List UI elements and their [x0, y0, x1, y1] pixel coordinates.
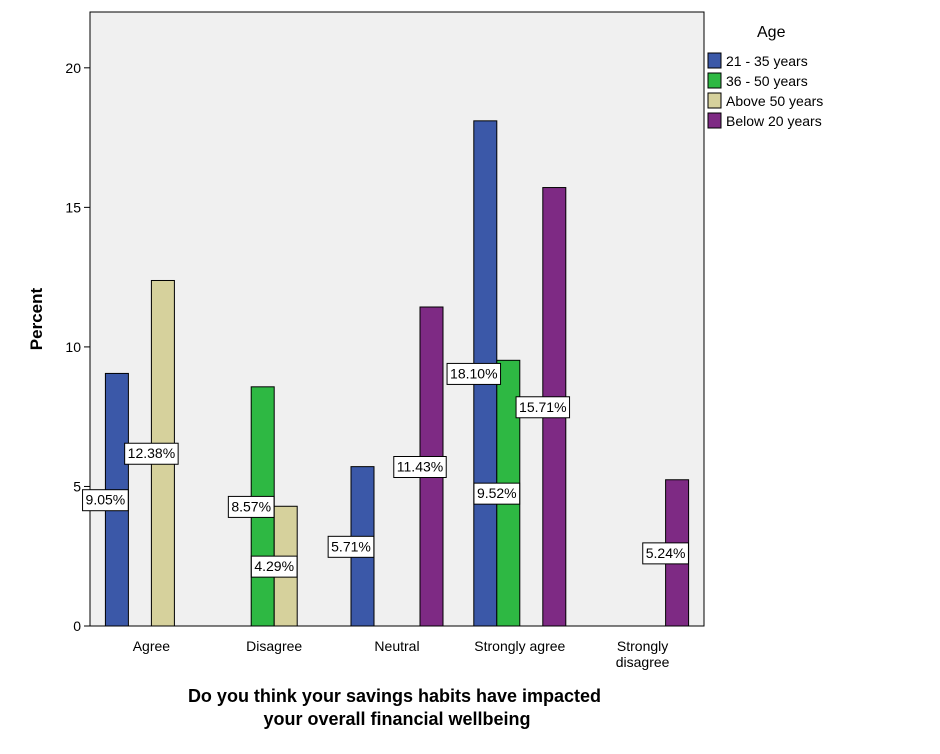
x-tick-label-line: Strongly agree: [474, 638, 565, 654]
data-label-text: 5.24%: [646, 545, 686, 561]
legend-item-label: 36 - 50 years: [726, 73, 808, 89]
data-label-box: [250, 555, 298, 578]
plot-area: [89, 11, 705, 627]
data-label-text: 9.52%: [477, 485, 517, 501]
x-tick-label: Strongly disagree: [616, 638, 670, 670]
data-label-box: [642, 542, 689, 565]
legend-title: Age: [757, 24, 786, 41]
data-label-box: [82, 489, 129, 512]
legend-swatch: [707, 112, 722, 129]
x-axis-title: Do you think your savings habits have im…: [188, 686, 606, 729]
y-tick-label: 15: [65, 199, 81, 215]
data-label: 12.38%: [124, 442, 179, 465]
data-label-text: 12.38%: [128, 445, 175, 461]
legend-item-label: Above 50 years: [726, 93, 823, 109]
y-tick-label: 5: [73, 478, 81, 494]
legend-swatch: [707, 72, 722, 89]
x-tick-label: Neutral: [374, 638, 419, 654]
y-tick-label: 20: [65, 60, 81, 76]
data-label: 15.71%: [515, 396, 571, 419]
legend-item-label: 21 - 35 years: [726, 53, 808, 69]
data-label-box: [515, 396, 571, 419]
data-label-box: [446, 362, 502, 385]
x-tick-label-line: disagree: [616, 654, 670, 670]
legend-item-label: Below 20 years: [726, 113, 822, 129]
legend-swatch: [707, 92, 722, 109]
data-label: 18.10%: [446, 362, 502, 385]
legend-swatch: [707, 52, 722, 69]
x-tick-label-line: Agree: [133, 638, 171, 654]
data-label-text: 15.71%: [519, 399, 566, 415]
data-label-text: 4.29%: [254, 558, 294, 574]
data-label-box: [124, 442, 179, 465]
x-tick-label-line: Disagree: [246, 638, 302, 654]
y-tick-label: 0: [73, 618, 81, 634]
data-label-text: 18.10%: [450, 365, 497, 381]
data-label-box: [327, 535, 375, 558]
data-label-text: 9.05%: [86, 492, 126, 508]
data-label: 9.52%: [473, 482, 521, 505]
data-label-text: 8.57%: [231, 498, 271, 514]
x-axis-tick-labels: Agree Disagree Neutral Strongly agree Strong…: [133, 638, 670, 670]
x-tick-label-line: Neutral: [374, 638, 419, 654]
data-labels: 9.05% 5.71% 18.10% 8.57% 9.52% 12.38% 4.29% 11.…: [82, 362, 689, 578]
legend: Age 21 - 35 years 36 - 50 years Above 50 y…: [707, 24, 823, 129]
data-label: 5.24%: [642, 542, 689, 565]
y-tick-label: 10: [65, 339, 81, 355]
y-axis: 0 5 10 15 20: [65, 60, 90, 634]
data-label-text: 11.43%: [397, 458, 443, 474]
data-label-box: [473, 482, 521, 505]
data-label: 8.57%: [227, 495, 275, 518]
data-label-box: [393, 455, 447, 478]
data-label-box: [227, 495, 275, 518]
y-axis-title: Percent: [27, 287, 46, 350]
data-label: 11.43%: [393, 455, 447, 478]
x-tick-label: Strongly agree: [474, 638, 565, 654]
data-label: 4.29%: [250, 555, 298, 578]
x-axis-title-line-2: your overall financial wellbeing: [263, 709, 530, 729]
data-label: 9.05%: [82, 489, 129, 512]
x-tick-label: Disagree: [246, 638, 302, 654]
data-label-text: 5.71%: [331, 538, 371, 554]
x-tick-label-line: Strongly: [617, 638, 668, 654]
x-axis-title-line-1: Do you think your savings habits have im…: [188, 686, 601, 706]
data-label: 5.71%: [327, 535, 375, 558]
x-tick-label: Agree: [133, 638, 171, 654]
